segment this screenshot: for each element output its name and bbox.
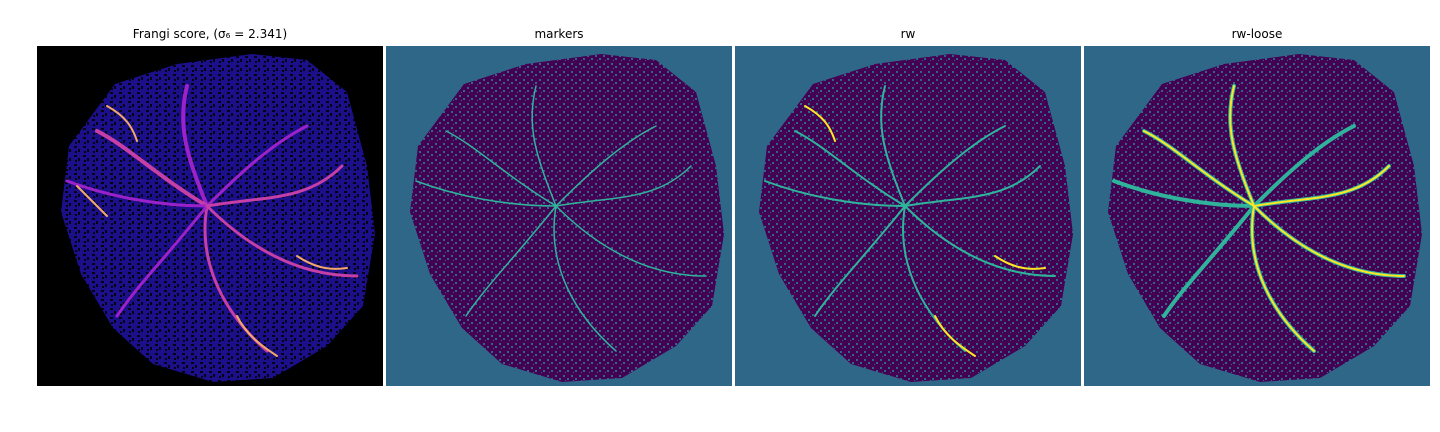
panel-title-frangi: Frangi score, (σ₆ = 2.341) [132,27,288,41]
frangi-panel [37,46,383,386]
panel-title-rw: rw [900,27,916,41]
rw-image [735,46,1081,386]
rw-loose-panel [1084,46,1430,386]
markers-panel [386,46,732,386]
markers-image [386,46,732,386]
frangi-image [37,46,383,386]
panel-title-rw-loose: rw-loose [1231,27,1283,41]
panel-title-markers: markers [534,27,584,41]
rw-panel [735,46,1081,386]
rw-loose-image [1084,46,1430,386]
